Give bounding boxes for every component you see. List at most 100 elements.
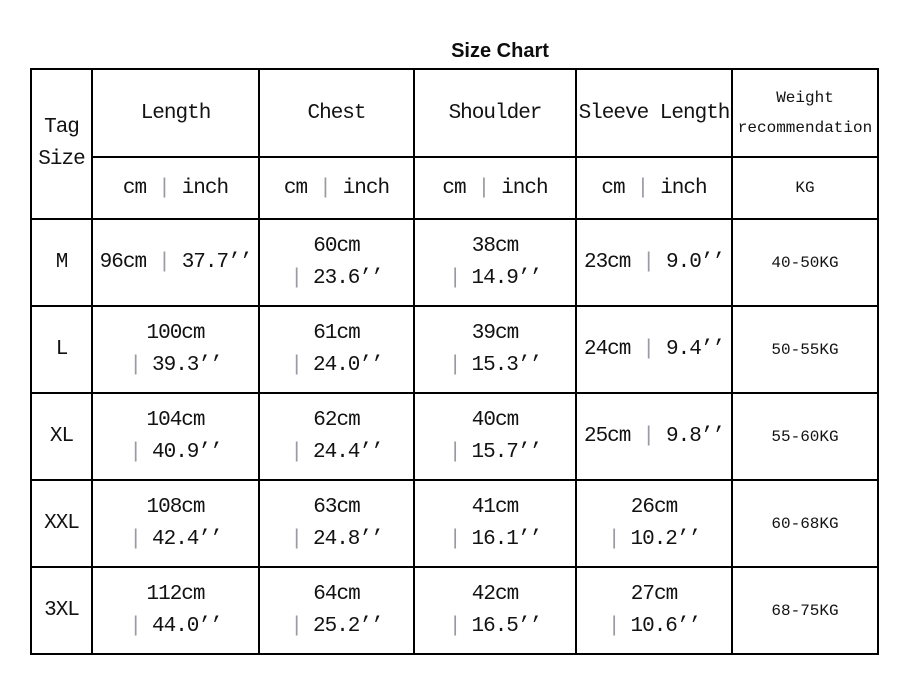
col-header-shoulder: Shoulder bbox=[413, 68, 577, 158]
cm-inch-separator: | bbox=[129, 528, 142, 551]
cm-inch-separator: | bbox=[129, 354, 142, 377]
unit-inch-label: inch bbox=[181, 176, 229, 200]
inch-value: 23.6’’ bbox=[312, 267, 384, 290]
unit-cell-length: cm | inch bbox=[91, 156, 260, 220]
cm-value: 112cm bbox=[146, 583, 205, 606]
inch-value: 37.7’’ bbox=[181, 251, 253, 274]
cm-inch-separator: | bbox=[642, 425, 655, 448]
cell-length: 96cm | 37.7’’ bbox=[91, 218, 260, 307]
measurement: 38cm | 14.9’’ bbox=[415, 235, 575, 290]
table-row-xl: XL 104cm | 40.9’’ 62cm | 24.4’’ bbox=[30, 392, 879, 481]
measurement: 64cm | 25.2’’ bbox=[260, 583, 413, 638]
cm-value: 62cm bbox=[313, 409, 360, 432]
unit-inch-label: inch bbox=[342, 176, 390, 200]
measurement: 27cm | 10.6’’ bbox=[577, 583, 731, 638]
inch-value: 9.8’’ bbox=[666, 425, 725, 448]
cm-value: 24cm bbox=[583, 338, 631, 361]
inch-value: 14.9’’ bbox=[471, 267, 542, 290]
corner-line-tag: Tag bbox=[44, 116, 80, 139]
cm-value: 63cm bbox=[313, 496, 360, 519]
cm-value: 23cm bbox=[583, 251, 631, 274]
cell-sleeve: 26cm | 10.2’’ bbox=[575, 479, 733, 568]
cm-value: 61cm bbox=[313, 322, 360, 345]
inch-value: 42.4’’ bbox=[151, 528, 223, 551]
measurement: 100cm | 39.3’’ bbox=[93, 322, 258, 377]
inch-value: 44.0’’ bbox=[151, 615, 223, 638]
inch-value: 10.6’’ bbox=[630, 615, 701, 638]
measurement: 63cm | 24.8’’ bbox=[260, 496, 413, 551]
unit-cell-sleeve: cm | inch bbox=[575, 156, 733, 220]
measurement: 62cm | 24.4’’ bbox=[260, 409, 413, 464]
cell-length: 112cm | 44.0’’ bbox=[91, 566, 260, 655]
cm-value: 64cm bbox=[313, 583, 360, 606]
cm-value: 25cm bbox=[583, 425, 631, 448]
row-size-label: XL bbox=[30, 392, 93, 481]
measurement: 41cm | 16.1’’ bbox=[415, 496, 575, 551]
unit-cell-kg: KG bbox=[731, 156, 879, 220]
cm-value: 26cm bbox=[630, 496, 678, 519]
cell-weight: 68-75KG bbox=[731, 566, 879, 655]
row-size-label: L bbox=[30, 305, 93, 394]
inch-value: 16.1’’ bbox=[471, 528, 542, 551]
cm-inch-separator: | bbox=[448, 528, 462, 551]
cm-inch-separator: | bbox=[642, 338, 655, 361]
measurement: 108cm | 42.4’’ bbox=[93, 496, 258, 551]
size-chart-table: Tag Size Length Chest Shoulder Sleeve Le… bbox=[30, 68, 879, 655]
cm-inch-separator: | bbox=[477, 176, 491, 200]
row-size-label: XXL bbox=[30, 479, 93, 568]
col-header-sleeve-length: Sleeve Length bbox=[575, 68, 733, 158]
weight-header-line1: Weight bbox=[776, 89, 834, 107]
inch-value: 15.3’’ bbox=[471, 354, 542, 377]
inch-value: 39.3’’ bbox=[151, 354, 223, 377]
inch-value: 10.2’’ bbox=[630, 528, 701, 551]
cm-inch-separator: | bbox=[448, 441, 462, 464]
cell-chest: 64cm | 25.2’’ bbox=[258, 566, 415, 655]
cell-shoulder: 38cm | 14.9’’ bbox=[413, 218, 577, 307]
inch-value: 25.2’’ bbox=[312, 615, 384, 638]
cell-length: 104cm | 40.9’’ bbox=[91, 392, 260, 481]
unit-cell-shoulder: cm | inch bbox=[413, 156, 577, 220]
inch-value: 24.0’’ bbox=[312, 354, 384, 377]
cm-inch-separator: | bbox=[448, 267, 462, 290]
cell-chest: 62cm | 24.4’’ bbox=[258, 392, 415, 481]
measurement: 25cm | 9.8’’ bbox=[577, 425, 731, 448]
cm-value: 96cm bbox=[99, 251, 147, 274]
measurement: 112cm | 44.0’’ bbox=[93, 583, 258, 638]
cell-chest: 63cm | 24.8’’ bbox=[258, 479, 415, 568]
cm-value: 27cm bbox=[630, 583, 678, 606]
cm-inch-separator: | bbox=[290, 354, 303, 377]
cm-value: 39cm bbox=[471, 322, 519, 345]
header-row-units: cm | inch cm | inch cm | inch bbox=[31, 156, 879, 220]
cell-length: 108cm | 42.4’’ bbox=[91, 479, 260, 568]
cm-value: 42cm bbox=[471, 583, 519, 606]
header-row-labels: Tag Size Length Chest Shoulder Sleeve Le… bbox=[30, 68, 879, 220]
unit-cm-label: cm bbox=[442, 176, 466, 200]
cm-inch-separator: | bbox=[607, 615, 621, 638]
cell-weight: 60-68KG bbox=[731, 479, 879, 568]
cm-inch-separator: | bbox=[448, 615, 462, 638]
cm-value: 104cm bbox=[146, 409, 205, 432]
cell-length: 100cm | 39.3’’ bbox=[91, 305, 260, 394]
table-row-3xl: 3XL 112cm | 44.0’’ 64cm | 25.2’’ bbox=[30, 566, 879, 655]
cm-inch-separator: | bbox=[319, 176, 332, 200]
table-row-l: L 100cm | 39.3’’ 61cm | 24.0’’ bbox=[30, 305, 879, 394]
measurement: 42cm | 16.5’’ bbox=[415, 583, 575, 638]
unit-inch-label: inch bbox=[501, 176, 548, 200]
cm-inch-separator: | bbox=[158, 251, 171, 274]
measurement: 61cm | 24.0’’ bbox=[260, 322, 413, 377]
unit-cm-label: cm bbox=[283, 176, 308, 200]
table-row-xxl: XXL 108cm | 42.4’’ 63cm | 24.8’’ bbox=[30, 479, 879, 568]
inch-value: 24.8’’ bbox=[312, 528, 384, 551]
inch-value: 40.9’’ bbox=[151, 441, 223, 464]
corner-cell-tag-size: Tag Size bbox=[30, 68, 93, 220]
measurement: 96cm | 37.7’’ bbox=[93, 251, 258, 274]
cm-inch-separator: | bbox=[290, 441, 303, 464]
col-header-weight-recommendation: Weight recommendation bbox=[731, 68, 879, 158]
weight-header-line2: recommendation bbox=[737, 119, 873, 137]
row-size-label: M bbox=[30, 218, 93, 307]
cm-inch-separator: | bbox=[129, 615, 142, 638]
inch-value: 9.0’’ bbox=[666, 251, 725, 274]
cm-inch-separator: | bbox=[607, 528, 621, 551]
corner-line-size: Size bbox=[38, 148, 85, 171]
